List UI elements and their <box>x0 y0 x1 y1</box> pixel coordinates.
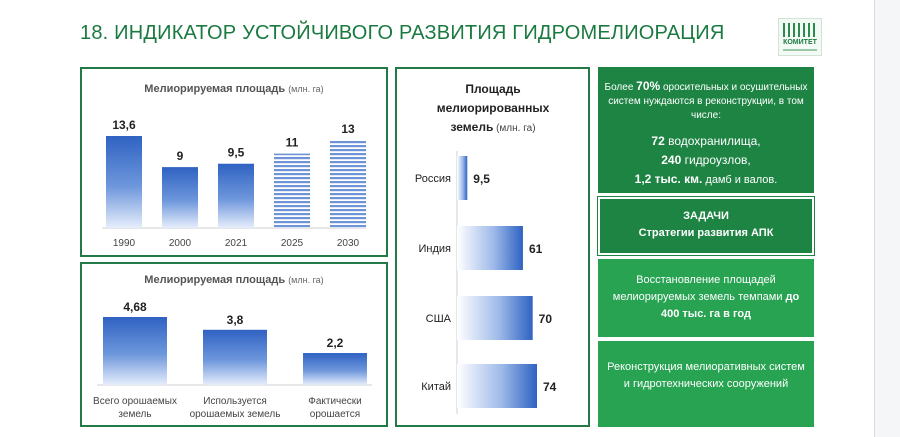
chart3-category-label: Индия <box>418 243 451 255</box>
chart1-unit: (млн. га) <box>288 84 324 94</box>
info-box-intro: Более 70% оросительных и осушительных си… <box>604 79 808 123</box>
chart-panel-countries: Площадь мелиорированных земель (млн. га) Ро… <box>395 67 590 427</box>
tasks-subheading: Стратегии развития АПК <box>638 227 774 239</box>
chart3-value-label: 61 <box>529 242 543 256</box>
chart3-bar <box>457 156 468 200</box>
chart1-bar <box>218 163 254 228</box>
restoration-rate: до 400 тыс. га в год <box>661 291 800 320</box>
chart2-title-wrap: Мелиорируемая площадь (млн. га) <box>82 274 386 286</box>
chart2-bar <box>303 353 367 385</box>
chart3-bar <box>457 364 537 408</box>
chart3-bar <box>457 226 523 270</box>
fact-dams-text: дамб и валов. <box>702 174 778 186</box>
chart-panel-irrigated-land: Мелиорируемая площадь (млн. га) 4,68 Всег… <box>80 262 388 427</box>
chart1-value-label: 9,5 <box>228 146 245 160</box>
chart2-svg: 4,68 Всего орошаемых земель 3,8 Используется… <box>93 300 372 420</box>
chart2-category-label: Всего орошаемых <box>93 396 177 407</box>
committee-logo: КОМИТЕТ <box>778 18 822 56</box>
page-title: 18. ИНДИКАТОР УСТОЙЧИВОГО РАЗВИТИЯ ГИДРО… <box>80 22 725 44</box>
chart1-category-label: 1990 <box>113 238 136 249</box>
chart3-category-label: Китай <box>421 381 451 393</box>
fact-dams: 1,2 тыс. км. дамб и валов. <box>604 170 808 190</box>
chart2-category-label: Фактически <box>308 396 362 407</box>
info-box-systems: Реконструкция мелиоративных систем и гид… <box>598 341 814 427</box>
systems-text: Реконструкция мелиоративных систем и гид… <box>607 361 805 390</box>
chart1-bar <box>330 140 366 228</box>
chart1-bar <box>162 167 198 228</box>
fact-hydro-num: 240 <box>661 153 682 167</box>
chart1-category-label: 2000 <box>169 238 192 249</box>
chart1-value-label: 13,6 <box>112 118 136 132</box>
fact-reservoirs: 72 водохранилища, <box>604 132 808 151</box>
tasks-heading: ЗАДАЧИ <box>683 210 729 222</box>
chart1-value-label: 11 <box>286 136 299 150</box>
info-box-facts: 72 водохранилища, 240 гидроузлов, 1,2 ты… <box>604 132 808 190</box>
intro-text-c: оросительных и осушительных систем нужда… <box>608 82 808 121</box>
chart3-title-line: земель (млн. га) <box>450 120 535 134</box>
chart2-value-label: 2,2 <box>327 336 344 350</box>
fact-hydro-text: гидроузлов, <box>681 153 751 167</box>
intro-percent: 70% <box>636 79 661 93</box>
restoration-text-a: Восстановление площадей мелиорируемых зе… <box>612 274 786 303</box>
slide: 18. ИНДИКАТОР УСТОЙЧИВОГО РАЗВИТИЯ ГИДРО… <box>80 18 822 427</box>
chart3-category-label: США <box>426 313 452 325</box>
chart3-value-label: 70 <box>539 312 553 326</box>
chart2-value-label: 4,68 <box>123 300 147 314</box>
chart3-title-line: Площадь <box>465 82 520 96</box>
chart1-value-label: 9 <box>177 149 184 163</box>
fact-reservoirs-num: 72 <box>651 134 665 148</box>
logo-underline <box>783 49 817 51</box>
fact-hydro-units: 240 гидроузлов, <box>604 151 808 170</box>
chart2-category-label: орошается <box>310 409 360 420</box>
chart1-title-wrap: Мелиорируемая площадь (млн. га) <box>82 83 386 95</box>
chart2-bar <box>203 329 267 385</box>
chart-panel-area-by-year: Мелиорируемая площадь (млн. га) 13,6 1990… <box>80 67 388 257</box>
chart1-bar <box>274 153 310 228</box>
chart2-title: Мелиорируемая площадь <box>144 274 286 286</box>
chart2-category-label: Используется <box>203 396 266 407</box>
chart2-category-label: орошаемых земель <box>190 409 281 420</box>
chart3-unit: (млн. га) <box>493 123 535 134</box>
chart2-value-label: 3,8 <box>227 313 244 327</box>
intro-text-a: Более <box>604 82 637 93</box>
chart1-category-label: 2021 <box>225 238 248 249</box>
right-scroll-edge <box>874 0 900 437</box>
chart1-category-label: 2030 <box>337 238 360 249</box>
logo-text: КОМИТЕТ <box>783 39 817 46</box>
chart3-bar <box>457 296 533 340</box>
building-icon <box>783 23 817 37</box>
chart3-category-label: Россия <box>415 173 451 185</box>
restoration-text: Восстановление площадей мелиорируемых зе… <box>606 272 806 323</box>
chart2-bar <box>103 317 167 385</box>
chart3-value-label: 74 <box>543 380 557 394</box>
chart1-category-label: 2025 <box>281 238 304 249</box>
chart3-title-line: мелиорированных <box>437 101 550 115</box>
chart2-unit: (млн. га) <box>288 275 324 285</box>
chart3-value-label: 9,5 <box>473 172 490 186</box>
fact-dams-num: 1,2 тыс. км. <box>634 172 703 186</box>
info-box-restoration: Восстановление площадей мелиорируемых зе… <box>598 259 814 337</box>
info-box-tasks: ЗАДАЧИ Стратегии развития АПК <box>597 196 815 256</box>
fact-reservoirs-text: водохранилища, <box>664 134 761 148</box>
chart1-svg: 13,6 1990 9 2000 9,5 2021 11 2025 13 2030 <box>102 118 366 249</box>
chart1-value-label: 13 <box>341 122 355 136</box>
chart1-bar <box>106 136 142 228</box>
chart1-title: Мелиорируемая площадь <box>144 83 286 95</box>
chart3-svg: Площадь мелиорированных земель (млн. га) Ро… <box>415 82 557 414</box>
chart2-category-label: земель <box>118 409 151 420</box>
info-box-reconstruction: Более 70% оросительных и осушительных си… <box>598 67 814 193</box>
